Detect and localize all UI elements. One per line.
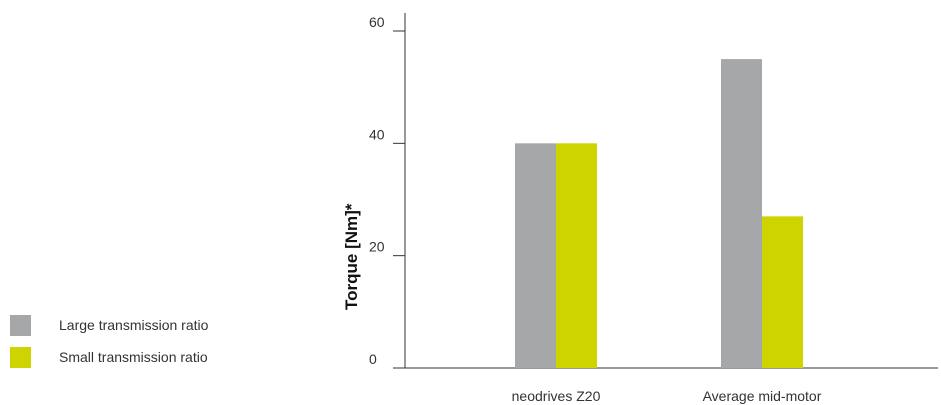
bar-small-neodrives — [556, 143, 597, 368]
legend-item-large: Large transmission ratio — [10, 314, 208, 336]
bar-group — [515, 59, 803, 368]
y-tick-label: 0 — [369, 351, 377, 367]
y-tick-label: 20 — [369, 239, 385, 255]
y-tick-group: 0 20 40 60 — [369, 14, 405, 369]
legend-swatch-small — [10, 346, 31, 368]
bar-large-neodrives — [515, 143, 556, 368]
y-tick-label: 40 — [369, 126, 385, 142]
bar-large-average — [721, 59, 762, 368]
legend-item-small: Small transmission ratio — [10, 346, 208, 368]
legend-label-small: Small transmission ratio — [59, 349, 208, 365]
category-label-group: neodrives Z20 Average mid-motor — [512, 388, 822, 404]
legend: Large transmission ratio Small transmiss… — [10, 314, 208, 378]
chart-axes — [404, 13, 938, 369]
x-category-label: Average mid-motor — [703, 388, 822, 404]
bar-small-average — [762, 216, 803, 368]
x-category-label: neodrives Z20 — [512, 388, 601, 404]
y-tick-label: 60 — [369, 14, 385, 30]
y-axis-label: Torque [Nm]* — [342, 203, 361, 310]
legend-label-large: Large transmission ratio — [59, 317, 209, 333]
legend-swatch-large — [10, 314, 31, 336]
